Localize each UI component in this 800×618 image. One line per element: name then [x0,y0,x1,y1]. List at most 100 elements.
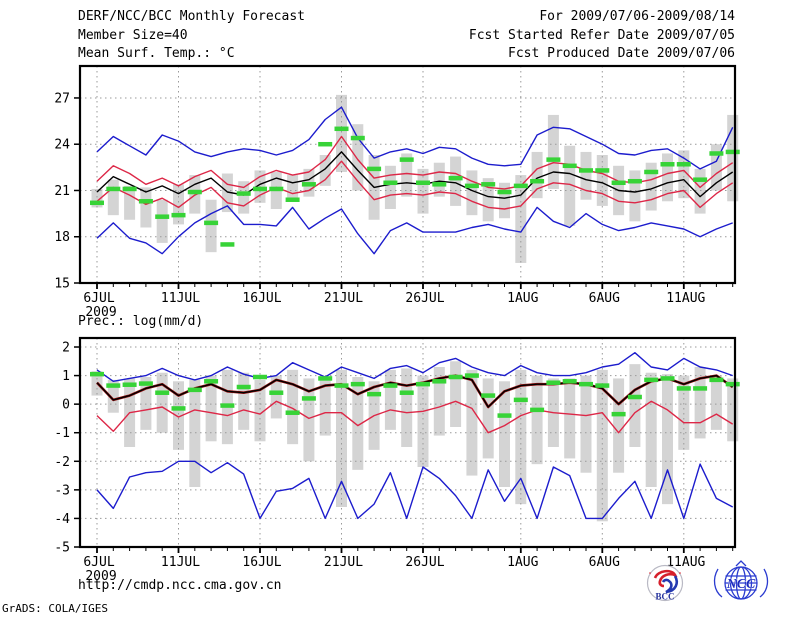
spread-bar [678,150,690,199]
precip-panel-title: Prec.: log(mm/d) [78,314,204,329]
spread-bar [450,156,462,206]
ncc-logo-laurel-right [759,568,769,598]
spread-bar [287,369,299,445]
spread-bar [580,375,592,473]
spread-bar [173,381,184,450]
spread-bar [156,199,168,243]
produced-date-label: Fcst Produced Date 2009/07/06 [508,46,735,61]
spread-bar [645,372,657,488]
spread-bar [221,173,233,213]
spread-bar [564,378,576,459]
spread-bar [710,375,722,430]
x-tick-sublabel: 2009 [85,305,116,320]
ncc-logo: NCC [713,560,769,600]
spread-bar [482,378,494,459]
spread-bar [596,369,608,522]
spread-bar [433,367,445,436]
series-blue-lower [96,460,734,520]
y-tick-label: 24 [54,138,70,153]
spread-bar [417,375,429,468]
spread-bar [499,381,510,488]
spread-bar [499,182,510,219]
x-tick-label: 16JUL [242,555,281,570]
y-tick-label: -5 [54,541,70,556]
y-tick-label: 18 [54,230,70,245]
series-black-mean [96,151,734,199]
spread-bar [727,378,739,442]
y-tick-label: -2 [54,455,70,470]
spread-bar [401,368,413,448]
bcc-logo-text: BCC [655,592,674,602]
series-red-lower [96,400,734,434]
x-tick-label: 11AUG [666,555,705,570]
ncc-logo-text: NCC [726,577,756,592]
spread-bar [662,374,673,505]
bcc-logo-red-ribbon [653,569,678,588]
spread-bar [662,153,673,202]
x-tick-label: 21JUL [324,291,363,306]
series-blue-upper [96,352,733,382]
spread-bar [482,178,494,222]
spread-bar [238,181,250,214]
x-tick-label: 26JUL [405,555,444,570]
spread-bar [107,379,119,413]
y-tick-label: 2 [62,341,70,356]
x-tick-sublabel: 2009 [85,569,116,584]
spread-bar [596,155,608,206]
spread-bar [678,375,690,450]
y-tick-label: 15 [54,277,70,292]
spread-bar [205,375,217,442]
spread-bar [336,94,347,172]
series-red-upper [96,135,734,190]
spread-bar [694,168,706,214]
panel-frame [78,64,737,285]
grads-credit: GrADS: COLA/IGES [2,602,108,615]
x-tick-label: 6AUG [589,555,620,570]
spread-bar [466,170,478,216]
spread-bar [531,375,543,465]
forecast-period: For 2009/07/06-2009/08/14 [539,9,735,24]
spread-bar [450,361,462,428]
x-tick-label: 1AUG [507,555,538,570]
x-tick-label: 16JUL [242,291,281,306]
spread-bar [384,369,396,430]
series-blue-lower [96,205,733,255]
member-size-label: Member Size=40 [78,28,188,43]
spread-bar [303,378,315,462]
spread-bar [352,377,364,470]
y-tick-label: 21 [54,184,70,199]
website-url[interactable]: http://cmdp.ncc.cma.gov.cn [78,578,282,593]
y-tick-label: -3 [54,483,70,498]
spread-bar [319,155,331,186]
gray-bars [91,94,739,263]
spread-bar [433,162,445,197]
spread-bar [384,165,396,209]
spread-bar [515,369,527,505]
spread-bar [613,378,625,473]
spread-bar [710,144,722,191]
series-black-mean [96,374,734,408]
spread-bar [515,175,527,263]
temp-panel-title: Mean Surf. Temp.: °C [78,46,235,61]
bcc-logo: BCC [646,564,684,602]
x-tick-label: 26JUL [405,291,444,306]
spread-bar [629,364,641,448]
x-tick-label: 11AUG [666,291,705,306]
series-blue-upper [96,106,734,170]
spread-bar [629,170,641,222]
x-tick-label: 11JUL [161,291,200,306]
x-tick-label: 6AUG [589,291,620,306]
y-tick-label: 1 [62,369,70,384]
spread-bar [238,372,250,430]
x-tick-label: 11JUL [161,555,200,570]
spread-bar [466,369,478,476]
spread-bar [140,187,152,228]
bcc-logo-dot [649,572,651,574]
spread-bar [694,367,706,439]
green-dashes [90,371,740,418]
x-tick-label: 1AUG [507,291,538,306]
spread-bar [173,184,184,225]
green-dashes [90,126,740,247]
spread-bar [319,378,331,436]
